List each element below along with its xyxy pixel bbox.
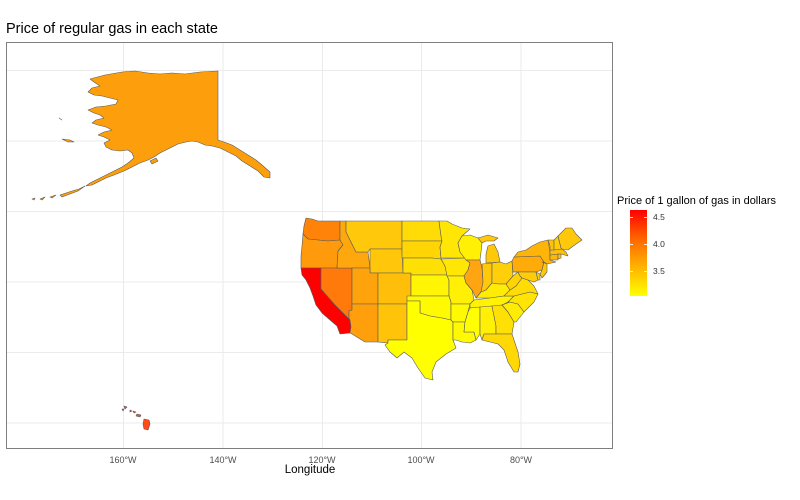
state-nebraska[interactable] (402, 257, 448, 276)
state-vermont[interactable] (547, 239, 555, 251)
legend-tick-mark (630, 271, 633, 272)
state-washington[interactable] (302, 217, 341, 242)
legend-tick-mark (644, 244, 647, 245)
legend-label-3-5: 3.5 (653, 266, 665, 276)
x-tick-140w: 140°W (209, 455, 237, 465)
state-colorado[interactable] (377, 272, 412, 305)
legend-tick-mark (644, 271, 647, 272)
state-pennsylvania[interactable] (511, 255, 545, 273)
state-rhode-island[interactable] (557, 253, 562, 260)
legend-colorbar (630, 210, 647, 296)
x-tick-100w: 100°W (407, 455, 435, 465)
chart-title: Price of regular gas in each state (6, 21, 218, 37)
state-new-jersey[interactable] (539, 261, 548, 279)
legend-tick-mark (644, 217, 647, 218)
state-hawaii[interactable] (121, 405, 151, 431)
state-south-dakota[interactable] (401, 240, 443, 260)
legend-tick-mark (630, 217, 633, 218)
legend-tick-mark (630, 244, 633, 245)
state-delaware[interactable] (535, 271, 541, 281)
state-arizona[interactable] (348, 303, 379, 343)
state-florida[interactable] (481, 333, 521, 373)
state-kansas[interactable] (410, 274, 450, 297)
state-utah[interactable] (351, 267, 379, 305)
x-axis-label: Longitude (284, 464, 336, 476)
x-tick-160w: 160°W (109, 455, 137, 465)
x-tick-120w: 120°W (308, 455, 336, 465)
state-maine[interactable] (557, 227, 583, 251)
state-north-dakota[interactable] (401, 220, 443, 242)
state-massachusetts[interactable] (549, 248, 569, 257)
state-alaska[interactable] (85, 70, 271, 187)
legend-label-4-5: 4.5 (653, 212, 665, 222)
legend-title: Price of 1 gallon of gas in dollars (617, 195, 776, 207)
state-texas[interactable] (384, 300, 457, 381)
states (31, 70, 583, 431)
state-wisconsin[interactable] (457, 234, 483, 261)
state-illinois[interactable] (463, 259, 484, 299)
x-tick-80w: 80°W (509, 455, 533, 465)
legend-label-4-0: 4.0 (653, 239, 665, 249)
state-wyoming[interactable] (369, 248, 404, 274)
state-new-mexico[interactable] (377, 303, 408, 344)
state-montana[interactable] (345, 220, 403, 253)
state-alaska-islands (31, 117, 159, 201)
